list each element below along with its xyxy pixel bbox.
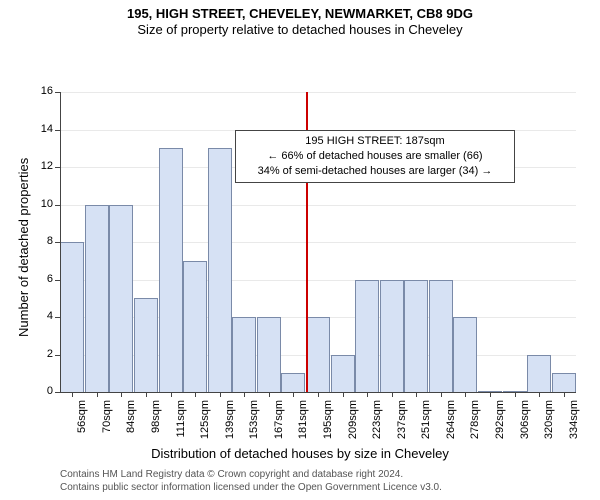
info-line-smaller: ← 66% of detached houses are smaller (66… <box>244 149 506 164</box>
histogram-bar <box>331 355 355 393</box>
x-tick-label: 334sqm <box>568 400 580 450</box>
chart-subtitle: Size of property relative to detached ho… <box>0 22 600 37</box>
histogram-bar <box>183 261 207 392</box>
y-axis-label: Number of detached properties <box>16 158 31 337</box>
histogram-bar <box>306 317 330 392</box>
histogram-bar <box>429 280 453 393</box>
info-line-property: 195 HIGH STREET: 187sqm <box>244 134 506 149</box>
histogram-bar <box>208 148 232 392</box>
y-tick-label: 0 <box>28 385 53 397</box>
histogram-bar <box>380 280 404 393</box>
y-tick-label: 4 <box>28 310 53 322</box>
x-tick-label: 70sqm <box>101 400 113 450</box>
histogram-bar <box>404 280 428 393</box>
histogram-bar <box>134 298 158 392</box>
x-tick-label: 153sqm <box>248 400 260 450</box>
x-tick-label: 209sqm <box>347 400 359 450</box>
footer-attribution: Contains HM Land Registry data © Crown c… <box>60 468 442 494</box>
x-tick-label: 278sqm <box>469 400 481 450</box>
x-tick-label: 84sqm <box>125 400 137 450</box>
x-tick-label: 223sqm <box>371 400 383 450</box>
y-tick-label: 10 <box>28 198 53 210</box>
x-tick-label: 320sqm <box>543 400 555 450</box>
x-tick-label: 264sqm <box>445 400 457 450</box>
x-tick-label: 251sqm <box>420 400 432 450</box>
chart-container: 195, HIGH STREET, CHEVELEY, NEWMARKET, C… <box>0 0 600 500</box>
y-tick-label: 16 <box>28 85 53 97</box>
x-tick-label: 139sqm <box>224 400 236 450</box>
y-tick-label: 2 <box>28 348 53 360</box>
histogram-bar <box>85 205 109 393</box>
footer-line2: Contains public sector information licen… <box>60 481 442 494</box>
chart-title-address: 195, HIGH STREET, CHEVELEY, NEWMARKET, C… <box>0 6 600 21</box>
histogram-bar <box>453 317 477 392</box>
footer-line1: Contains HM Land Registry data © Crown c… <box>60 468 442 481</box>
histogram-bar <box>281 373 305 392</box>
histogram-bar <box>232 317 256 392</box>
x-tick-label: 237sqm <box>396 400 408 450</box>
x-tick-label: 56sqm <box>76 400 88 450</box>
y-tick-label: 12 <box>28 160 53 172</box>
x-tick-label: 181sqm <box>297 400 309 450</box>
x-axis-label: Distribution of detached houses by size … <box>0 446 600 461</box>
y-tick-label: 14 <box>28 123 53 135</box>
y-tick-label: 6 <box>28 273 53 285</box>
x-tick-label: 292sqm <box>494 400 506 450</box>
histogram-bar <box>527 355 551 393</box>
histogram-bar <box>552 373 576 392</box>
histogram-bar <box>159 148 183 392</box>
x-tick-label: 195sqm <box>322 400 334 450</box>
info-box: 195 HIGH STREET: 187sqm ← 66% of detache… <box>235 130 515 183</box>
x-tick-label: 111sqm <box>175 400 187 450</box>
x-tick-label: 167sqm <box>273 400 285 450</box>
histogram-bar <box>109 205 133 393</box>
x-tick-label: 306sqm <box>519 400 531 450</box>
x-tick-label: 98sqm <box>150 400 162 450</box>
histogram-bar <box>60 242 84 392</box>
info-line-larger: 34% of semi-detached houses are larger (… <box>244 164 506 179</box>
histogram-bar <box>257 317 281 392</box>
y-tick-label: 8 <box>28 235 53 247</box>
histogram-bar <box>355 280 379 393</box>
x-tick-label: 125sqm <box>199 400 211 450</box>
